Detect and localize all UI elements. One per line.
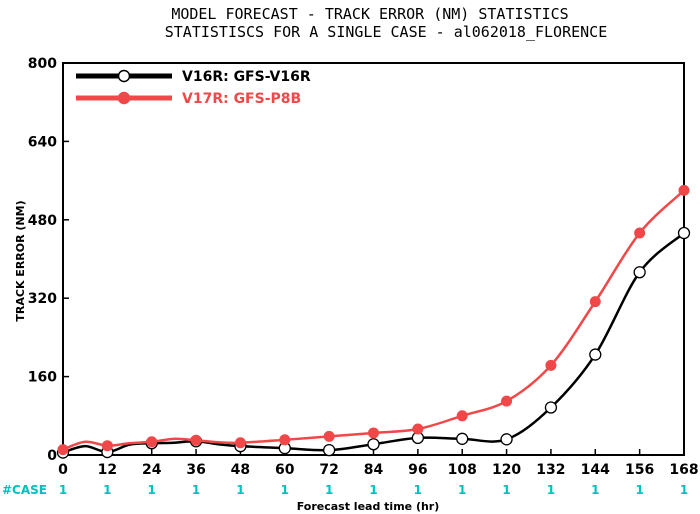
y-tick-label: 480 — [28, 213, 57, 229]
data-point — [500, 433, 513, 446]
x-tick-label: 108 — [448, 462, 477, 478]
data-point — [101, 440, 113, 452]
y-tick-label: 640 — [28, 134, 57, 150]
chart-title: MODEL FORECAST - TRACK ERROR (NM) STATIS… — [171, 5, 568, 23]
case-count: 1 — [414, 483, 422, 497]
series-v17r — [57, 184, 690, 456]
data-point — [368, 427, 379, 439]
data-point — [456, 432, 469, 445]
y-tick-label: 800 — [28, 56, 57, 72]
case-count: 1 — [502, 483, 510, 497]
x-tick-label: 24 — [142, 462, 162, 478]
data-point — [146, 436, 158, 448]
y-tick-label: 0 — [47, 448, 57, 464]
x-tick-label: 36 — [186, 462, 205, 478]
legend: V16R: GFS-V16R V17R: GFS-P8B — [76, 69, 311, 107]
data-point — [678, 184, 690, 196]
data-point — [634, 227, 646, 239]
case-count: 1 — [148, 483, 156, 497]
series-v16r — [56, 226, 691, 459]
chart-subtitle: STATISTISCS FOR A SINGLE CASE - al062018… — [165, 23, 608, 41]
case-count: 1 — [458, 483, 466, 497]
x-tick-label: 168 — [669, 462, 698, 478]
series-line — [62, 189, 685, 451]
y-tick-label: 160 — [28, 370, 57, 386]
case-count: 1 — [635, 483, 643, 497]
case-count: 1 — [103, 483, 111, 497]
legend-label: V17R: GFS-P8B — [182, 91, 301, 107]
case-count: 1 — [236, 483, 244, 497]
x-tick-label: 60 — [275, 462, 295, 478]
x-axis-label: Forecast lead time (hr) — [297, 500, 440, 513]
data-point — [57, 444, 69, 456]
case-row-label: #CASE — [2, 483, 47, 497]
case-count-row: #CASE 1 1 1 1 1 1 1 1 1 1 1 1 1 1 1 — [2, 483, 688, 497]
data-point — [677, 226, 691, 240]
data-point — [234, 437, 246, 449]
data-point — [323, 430, 335, 442]
x-tick-label: 84 — [364, 462, 384, 478]
legend-entry: V17R: GFS-P8B — [76, 91, 301, 107]
plot-frame — [62, 62, 685, 456]
series-layer — [56, 184, 691, 459]
case-count: 1 — [281, 483, 289, 497]
case-count: 1 — [591, 483, 599, 497]
case-count: 1 — [325, 483, 333, 497]
data-point — [544, 401, 558, 414]
x-tick-label: 120 — [492, 462, 521, 478]
x-tick-label: 48 — [231, 462, 250, 478]
legend-swatch-marker — [117, 91, 131, 105]
data-point — [633, 266, 646, 279]
data-point — [412, 423, 424, 435]
case-count: 1 — [59, 483, 67, 497]
series-line — [62, 232, 685, 454]
data-point — [589, 296, 601, 308]
data-point — [501, 395, 513, 407]
x-tick-label: 12 — [98, 462, 117, 478]
x-tick-label: 72 — [319, 462, 338, 478]
case-count: 1 — [680, 483, 688, 497]
legend-swatch-marker — [117, 69, 131, 83]
data-point — [589, 348, 602, 361]
data-point — [367, 438, 380, 451]
data-point — [190, 434, 202, 446]
x-tick-label: 132 — [536, 462, 565, 478]
legend-entry: V16R: GFS-V16R — [76, 69, 311, 85]
x-axis-ticks: 0 12 24 36 48 60 72 84 96 108 120 132 144 156 168 — [58, 449, 699, 478]
legend-label: V16R: GFS-V16R — [182, 69, 311, 85]
x-tick-label: 0 — [58, 462, 68, 478]
x-tick-label: 144 — [581, 462, 610, 478]
data-point — [279, 434, 291, 446]
x-tick-label: 96 — [408, 462, 427, 478]
data-point — [456, 410, 468, 422]
y-axis-ticks: 0 160 320 480 640 800 — [28, 56, 69, 464]
case-count: 1 — [369, 483, 377, 497]
x-tick-label: 156 — [625, 462, 654, 478]
data-point — [545, 359, 557, 371]
case-count: 1 — [192, 483, 200, 497]
case-count: 1 — [547, 483, 555, 497]
y-tick-label: 320 — [28, 291, 57, 307]
y-axis-label: TRACK ERROR (NM) — [14, 200, 27, 321]
data-point — [322, 443, 336, 457]
